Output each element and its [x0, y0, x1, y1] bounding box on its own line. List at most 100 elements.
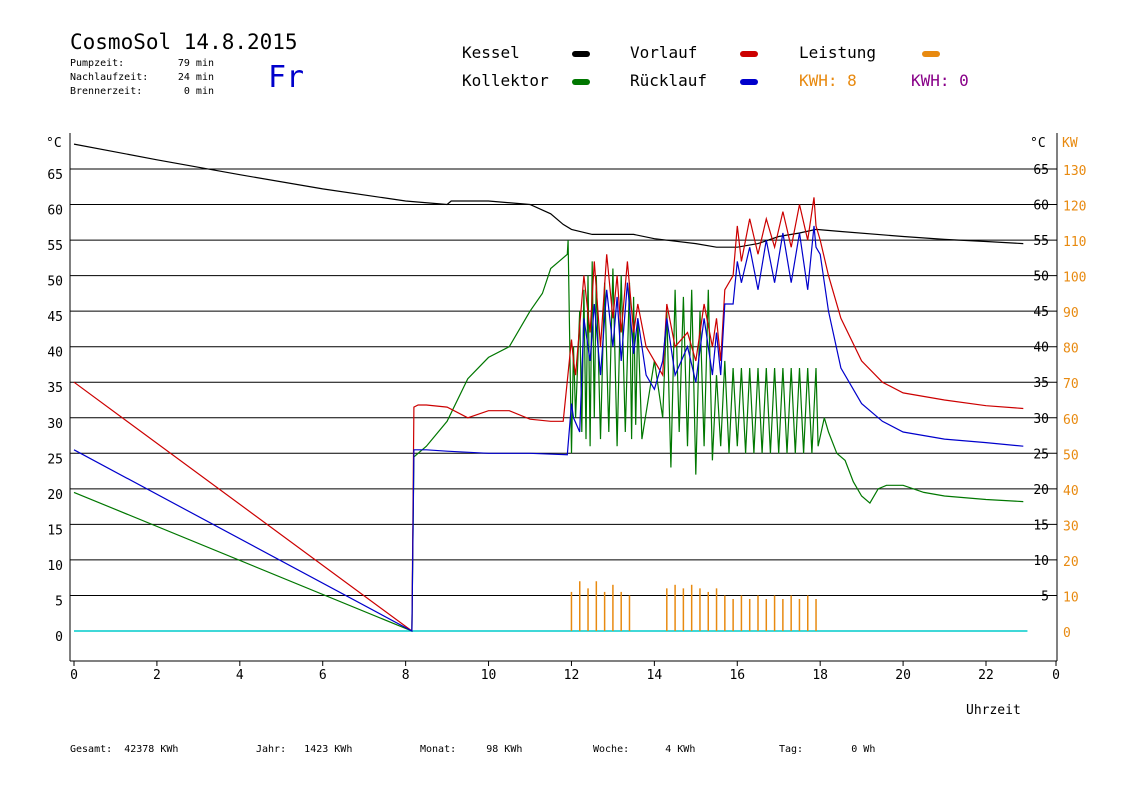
y-axis-label-right-temp: °C [1030, 136, 1046, 151]
info-label: Brennerzeit: [70, 86, 143, 97]
x-tick-label: 12 [564, 668, 580, 683]
y-tick-label: 50 [47, 275, 63, 290]
legend-ruecklauf-label: Rücklauf [630, 71, 708, 90]
y-tick-label: 25 [47, 452, 63, 467]
power-tick-label: 100 [1063, 271, 1086, 286]
legend-kollektor-label: Kollektor [462, 71, 549, 90]
series-line-vorlauf [73, 197, 1024, 633]
y-tick-label: 30 [47, 417, 63, 432]
power-tick-label: 40 [1063, 484, 1079, 499]
x-tick-label: 10 [481, 668, 497, 683]
footer-woche: Woche: 4 KWh [593, 744, 695, 755]
footer-value: 1423 KWh [304, 744, 353, 755]
x-tick-label: 20 [895, 668, 911, 683]
x-tick-label: 16 [729, 668, 745, 683]
y-tick-label: 40 [47, 346, 63, 361]
legend-kessel-label: Kessel [462, 43, 520, 62]
legend-kollektor-swatch [572, 79, 590, 85]
x-axis-label: Uhrzeit [966, 703, 1021, 718]
legend-leistung-label: Leistung [799, 43, 877, 62]
y-axis-label-left: °C [46, 136, 62, 151]
y-tick-label-right: 40 [1033, 341, 1049, 356]
y-tick-label: 35 [47, 381, 63, 396]
footer-monat: Monat: 98 KWh [420, 744, 522, 755]
y-tick-label-right: 45 [1033, 305, 1049, 320]
y-tick-label-right: 25 [1033, 447, 1049, 462]
legend-kwh-value-2: KWH: 0 [911, 71, 969, 90]
info-nachlaufzeit: Nachlaufzeit: 24 min [70, 72, 214, 83]
y-axis-label-right-power: KW [1062, 136, 1078, 151]
legend-leistung-swatch [922, 51, 940, 57]
power-tick-label: 80 [1063, 342, 1079, 357]
x-tick-label: 14 [647, 668, 663, 683]
x-tick-label: 4 [236, 668, 244, 683]
chart-title: CosmoSol 14.8.2015 [70, 30, 298, 54]
legend-ruecklauf-swatch [740, 79, 758, 85]
power-tick-label: 20 [1063, 555, 1079, 570]
y-tick-label-right: 65 [1033, 163, 1049, 178]
info-label: Pumpzeit: [70, 58, 125, 69]
series-line-kollektor [73, 240, 1024, 632]
y-tick-label-right: 5 [1041, 589, 1049, 604]
info-brennerzeit: Brennerzeit: 0 min [70, 86, 214, 97]
footer-label: Gesamt: [70, 744, 113, 755]
footer-label: Tag: [779, 744, 804, 755]
power-tick-label: 90 [1063, 306, 1079, 321]
axes [69, 133, 1058, 666]
y-tick-label-right: 50 [1033, 270, 1049, 285]
footer-value: 4 KWh [665, 744, 696, 755]
footer-value: 0 Wh [851, 744, 876, 755]
power-tick-label: 50 [1063, 448, 1079, 463]
y-tick-label-right: 55 [1033, 234, 1049, 249]
footer-jahr: Jahr: 1423 KWh [256, 744, 352, 755]
footer-value: 98 KWh [486, 744, 523, 755]
legend-kwh-value: KWH: 8 [799, 71, 857, 90]
footer-tag: Tag: 0 Wh [779, 744, 875, 755]
footer-gesamt: Gesamt: 42378 KWh [70, 744, 178, 755]
weekday-label: Fr [268, 60, 305, 95]
power-tick-label: 70 [1063, 377, 1079, 392]
power-tick-label: 30 [1063, 519, 1079, 534]
power-tick-label: 10 [1063, 590, 1079, 605]
power-tick-label: 110 [1063, 235, 1086, 250]
y-tick-label-right: 15 [1033, 518, 1049, 533]
y-tick-label-right: 20 [1033, 483, 1049, 498]
series-line-ruecklauf [73, 225, 1024, 632]
legend-kessel-swatch [572, 51, 590, 57]
y-tick-label-right: 10 [1033, 554, 1049, 569]
y-tick-label: 5 [55, 594, 63, 609]
y-tick-label: 0 [55, 630, 63, 645]
footer-label: Jahr: [256, 744, 287, 755]
y-tick-label: 10 [47, 559, 63, 574]
y-tick-label: 15 [47, 523, 63, 538]
x-tick-label: 6 [319, 668, 327, 683]
y-tick-label: 20 [47, 488, 63, 503]
series-group [73, 143, 1028, 633]
info-label: Nachlaufzeit: [70, 72, 149, 83]
series-line-kessel [73, 143, 1024, 248]
x-tick-label: 2 [153, 668, 161, 683]
tick-labels: 0510152025303540455055606551015202530354… [47, 163, 1086, 683]
info-value: 0 min [183, 86, 214, 97]
legend-vorlauf-label: Vorlauf [630, 43, 698, 62]
y-tick-label-right: 35 [1033, 376, 1049, 391]
info-pumpzeit: Pumpzeit: 79 min [70, 58, 214, 69]
legend-vorlauf-swatch [740, 51, 758, 57]
x-tick-label: 8 [402, 668, 410, 683]
footer-label: Woche: [593, 744, 630, 755]
y-tick-label: 55 [47, 239, 63, 254]
y-tick-label-right: 60 [1033, 199, 1049, 214]
power-tick-label: 120 [1063, 200, 1086, 215]
y-tick-label: 65 [47, 168, 63, 183]
y-tick-label: 45 [47, 310, 63, 325]
y-tick-label: 60 [47, 204, 63, 219]
power-tick-label: 60 [1063, 413, 1079, 428]
footer-value: 42378 KWh [124, 744, 179, 755]
footer-label: Monat: [420, 744, 457, 755]
y-tick-label-right: 30 [1033, 412, 1049, 427]
power-tick-label: 130 [1063, 164, 1086, 179]
x-tick-label: 18 [812, 668, 828, 683]
power-tick-label: 0 [1063, 626, 1071, 641]
info-value: 79 min [177, 58, 214, 69]
